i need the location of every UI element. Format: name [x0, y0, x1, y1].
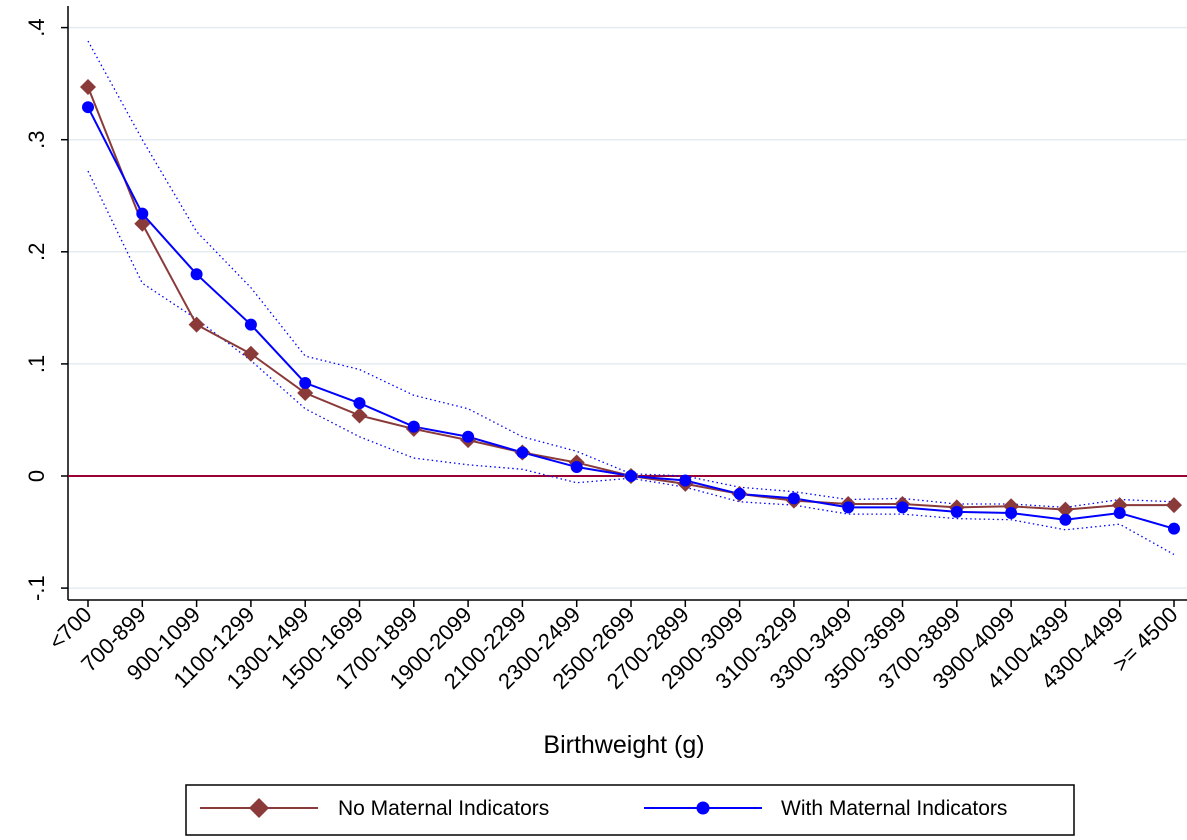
point-with-maternal: [787, 492, 800, 505]
legend: No Maternal Indicators With Maternal Ind…: [185, 784, 1075, 836]
series-lines: [80, 79, 1182, 535]
axes: [61, 6, 1187, 607]
legend-box: [185, 784, 1075, 836]
point-with-maternal: [190, 268, 203, 281]
y-tick-label: .3: [24, 131, 49, 149]
confidence-band: [87, 40, 1175, 556]
y-tick-labels: -.1 0 .1 .2 .3 .4: [24, 18, 49, 601]
point-no-maternal: [1057, 501, 1074, 518]
y-tick-label: .2: [24, 243, 49, 261]
gridlines: [68, 26, 1187, 589]
point-no-maternal: [1166, 497, 1182, 514]
point-with-maternal: [1168, 522, 1180, 535]
legend-marker-circle-icon: [696, 801, 710, 815]
point-with-maternal: [353, 397, 366, 410]
point-with-maternal: [462, 430, 475, 443]
point-with-maternal: [842, 501, 855, 514]
point-with-maternal: [244, 318, 257, 331]
point-no-maternal: [80, 79, 96, 96]
point-no-maternal: [297, 385, 314, 402]
point-no-maternal: [1003, 498, 1020, 515]
point-with-maternal: [1005, 506, 1018, 519]
y-tick-label: .4: [24, 18, 49, 36]
point-with-maternal: [1113, 506, 1126, 519]
point-with-maternal: [679, 474, 692, 487]
point-no-maternal: [242, 345, 259, 362]
point-no-maternal: [188, 316, 205, 333]
legend-marker-diamond-icon: [249, 798, 269, 818]
x-axis-title: Birthweight (g): [543, 731, 704, 759]
point-with-maternal: [1059, 513, 1072, 526]
point-with-maternal: [299, 376, 312, 389]
point-with-maternal: [570, 461, 583, 474]
point-with-maternal: [136, 207, 149, 220]
y-tick-label: .1: [24, 355, 49, 373]
point-no-maternal: [351, 407, 368, 424]
point-with-maternal: [516, 446, 529, 459]
y-tick-label: 0: [24, 470, 49, 482]
y-tick-label: -.1: [24, 575, 49, 601]
point-with-maternal: [733, 487, 746, 500]
point-with-maternal: [82, 101, 94, 114]
legend-label-with-maternal: With Maternal Indicators: [781, 797, 1007, 820]
confidence-band-lower: [87, 170, 1175, 556]
point-no-maternal: [134, 215, 151, 232]
point-with-maternal: [950, 505, 963, 518]
point-with-maternal: [896, 501, 909, 514]
point-with-maternal: [625, 470, 637, 482]
point-with-maternal: [407, 420, 420, 433]
legend-label-no-maternal: No Maternal Indicators: [338, 797, 549, 820]
